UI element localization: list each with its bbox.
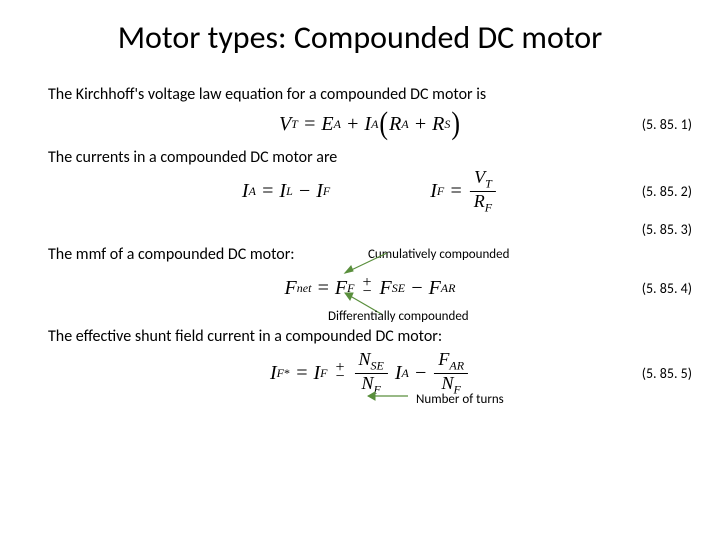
line-kirchhoff: The Kirchhoff's voltage law equation for…	[48, 85, 692, 104]
line-currents: The currents in a compounded DC motor ar…	[48, 148, 692, 167]
arrow-cumulative-icon	[339, 251, 389, 277]
arrow-turns-icon	[362, 388, 412, 404]
annotation-cumulative: Cumulatively compounded	[368, 247, 509, 262]
eqnum-2: (5. 85. 2)	[642, 183, 692, 200]
line-mmf: The mmf of a compounded DC motor:	[48, 245, 295, 264]
page-title: Motor types: Compounded DC motor	[28, 18, 692, 57]
annotation-turns: Number of turns	[416, 392, 504, 407]
eqnum-5: (5. 85. 5)	[642, 365, 692, 382]
equation-1: VT = EA + IA(RA + RS)	[279, 109, 461, 139]
eqnum-3: (5. 85. 3)	[642, 221, 692, 238]
eqnum-1: (5. 85. 1)	[642, 116, 692, 133]
plus-minus-icon-2: +−	[335, 364, 344, 382]
equation-2a: IA = IL − IF	[242, 180, 330, 203]
eqnum-4: (5. 85. 4)	[642, 280, 692, 297]
annotation-differential: Differentially compounded	[328, 309, 469, 324]
equation-2b: IF = VTRF	[430, 168, 498, 215]
